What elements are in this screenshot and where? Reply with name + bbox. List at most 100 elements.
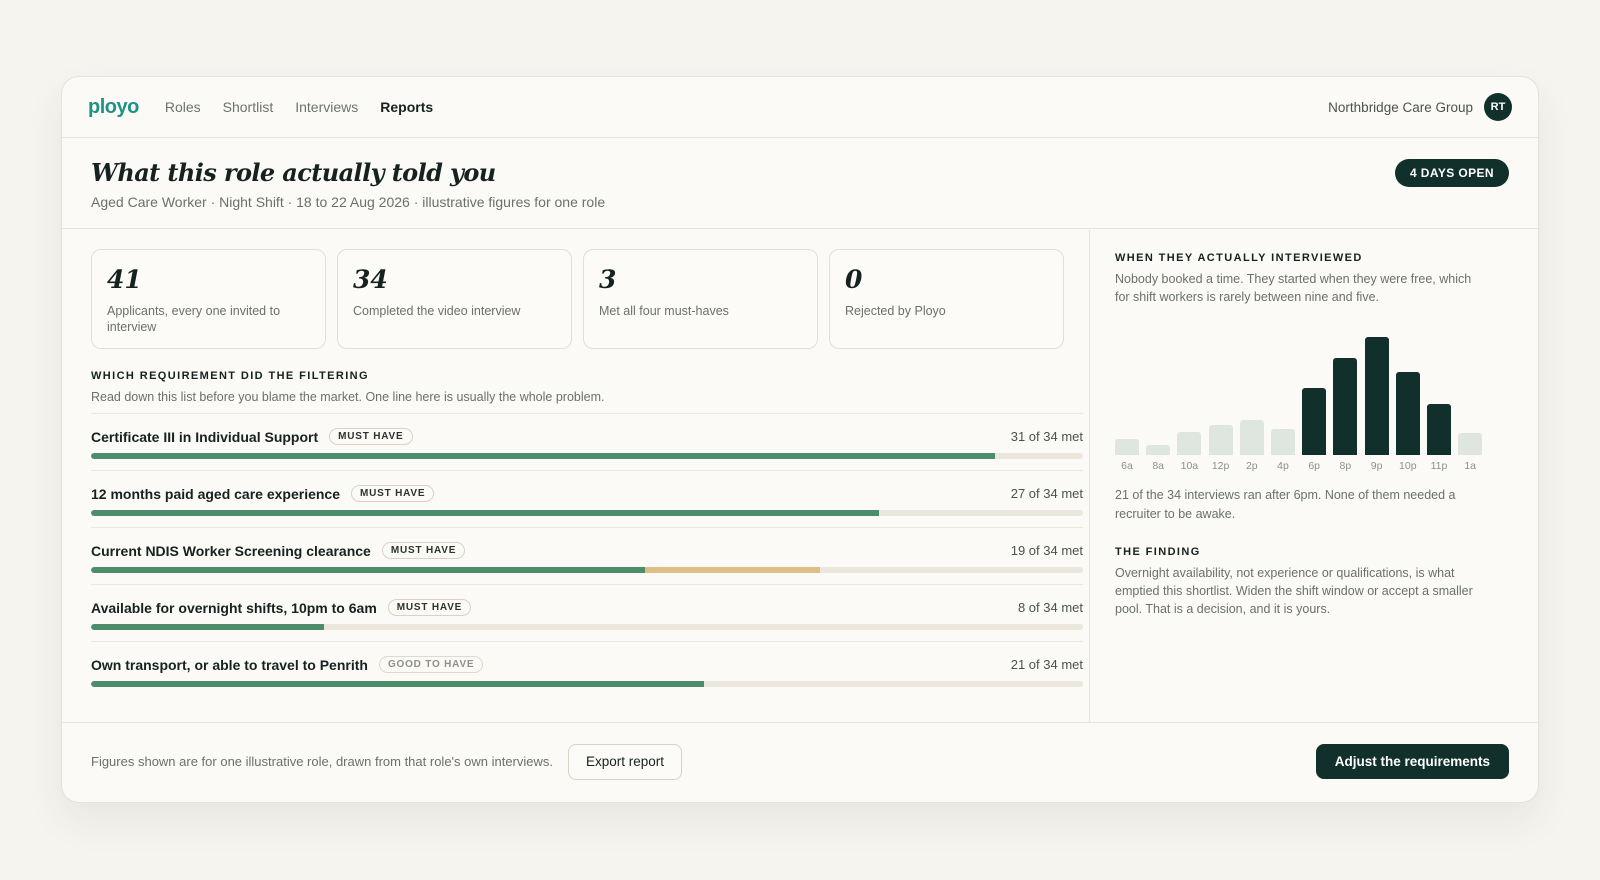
chart-bar-10p	[1395, 371, 1420, 455]
chart-tick-label: 4p	[1277, 460, 1289, 472]
chart-bar-8p	[1333, 357, 1358, 455]
requirement-count: 31 of 34 met	[1010, 429, 1083, 444]
top-nav: ployo Roles Shortlist Interviews Reports…	[62, 77, 1538, 138]
requirement-tag: MUST HAVE	[381, 542, 466, 559]
chart-tick-label: 2p	[1245, 460, 1258, 472]
chart-tick-label: 9p	[1370, 460, 1383, 472]
stat-value: 41	[107, 265, 142, 294]
requirements-panel: 41 Applicants, every one invited to inte…	[91, 230, 1083, 723]
report-card: ployo Roles Shortlist Interviews Reports…	[61, 76, 1539, 803]
page-title: What this role actually told you	[91, 158, 496, 187]
requirement-name: Available for overnight shifts, 10pm to …	[91, 599, 377, 616]
requirement-row: Current NDIS Worker Screening clearance M…	[91, 527, 1083, 584]
requirement-row: Own transport, or able to travel to Penr…	[91, 641, 1083, 698]
adjust-requirements-button[interactable]: Adjust the requirements	[1315, 744, 1509, 779]
requirement-count: 19 of 34 met	[1010, 543, 1083, 558]
requirements-heading: WHICH REQUIREMENT DID THE FILTERING Read…	[91, 370, 604, 406]
interview-times-description: Nobody booked a time. They started when …	[1115, 272, 1472, 304]
footer-note: Figures shown are for one illustrative r…	[91, 754, 554, 769]
stat-card-completed: 34 Completed the video interview	[337, 249, 572, 349]
nav-account: Northbridge Care Group RT	[1328, 93, 1512, 121]
requirement-name: Certificate III in Individual Support	[91, 428, 319, 445]
requirement-count: 27 of 34 met	[1010, 486, 1083, 501]
requirements-list: Certificate III in Individual Support MUS…	[91, 413, 1083, 698]
requirement-count: 21 of 34 met	[1010, 657, 1083, 672]
requirements-description: Read down this list before you blame the…	[91, 390, 605, 404]
interview-times-panel: WHEN THEY ACTUALLY INTERVIEWED Nobody bo…	[1115, 230, 1487, 723]
requirement-bar-fill	[91, 681, 704, 687]
finding-title: THE FINDING	[1115, 546, 1201, 558]
chart-tick-label: 8p	[1339, 460, 1352, 472]
requirement-bar-fill	[91, 510, 879, 516]
stat-value: 3	[599, 265, 617, 294]
ployo-logo[interactable]: ployo	[88, 95, 139, 118]
chart-tick-label: 10a	[1180, 460, 1199, 472]
chart-tick-label: 6p	[1308, 460, 1321, 472]
nav-reports[interactable]: Reports	[380, 99, 434, 115]
requirement-bar-fill	[91, 624, 325, 630]
requirement-bar	[91, 681, 1083, 687]
avatar[interactable]: RT	[1484, 93, 1512, 121]
requirement-bar-pending	[645, 567, 821, 573]
chart-bar-8a	[1146, 444, 1171, 455]
requirement-row: Certificate III in Individual Support MUS…	[91, 413, 1083, 470]
requirements-title: WHICH REQUIREMENT DID THE FILTERING	[91, 370, 369, 382]
requirement-bar-fill	[91, 453, 996, 459]
finding-text: Overnight availability, not experience o…	[1115, 566, 1473, 616]
requirement-bar	[91, 510, 1083, 516]
chart-tick-label: 11p	[1430, 460, 1448, 472]
chart-bar-4p	[1271, 428, 1295, 455]
stat-label: Rejected by Ployo	[845, 304, 946, 318]
chart-bar-6a	[1115, 439, 1139, 455]
interview-times-chart: 6a 8a 10a 12p 2p 4p 6p 8p 9p 10p 11p 1a	[1115, 322, 1487, 472]
chart-tick-label: 8a	[1152, 460, 1165, 472]
chart-bar-10a	[1177, 432, 1202, 455]
requirement-name: Own transport, or able to travel to Penr…	[91, 656, 368, 673]
chart-tick-label: 12p	[1211, 460, 1230, 472]
org-name[interactable]: Northbridge Care Group	[1328, 99, 1473, 115]
stat-card-met-all: 3 Met all four must-haves	[583, 249, 818, 349]
chart-bar-2p	[1239, 419, 1264, 455]
chart-bar-6p	[1302, 387, 1327, 455]
stat-value: 34	[353, 265, 388, 294]
requirement-tag: MUST HAVE	[387, 599, 472, 616]
report-body: 41 Applicants, every one invited to inte…	[62, 230, 1538, 723]
page-subtitle: Aged Care Worker · Night Shift · 18 to 2…	[91, 194, 606, 210]
requirement-bar	[91, 624, 1083, 630]
requirement-name: Current NDIS Worker Screening clearance	[91, 542, 371, 559]
chart-tick-label: 1a	[1464, 460, 1477, 472]
requirement-row: 12 months paid aged care experience MUST …	[91, 470, 1083, 527]
chart-bar-1a	[1458, 433, 1483, 455]
stat-value: 0	[845, 265, 863, 294]
chart-bar-11p	[1427, 403, 1451, 455]
requirement-row: Available for overnight shifts, 10pm to …	[91, 584, 1083, 641]
requirement-tag: GOOD TO HAVE	[378, 656, 484, 673]
stat-cards: 41 Applicants, every one invited to inte…	[91, 249, 1064, 349]
requirement-bar	[91, 453, 1083, 459]
panel-divider	[1089, 230, 1090, 723]
requirement-tag: MUST HAVE	[329, 428, 413, 445]
chart-bar-9p	[1364, 337, 1389, 455]
page-header: What this role actually told you Aged Ca…	[62, 138, 1538, 229]
stat-label: Completed the video interview	[353, 304, 521, 318]
requirement-bar-fill	[91, 567, 646, 573]
export-report-button[interactable]: Export report	[568, 743, 683, 780]
stat-label: Applicants, every one invited to intervi…	[107, 304, 281, 334]
interview-times-title: WHEN THEY ACTUALLY INTERVIEWED	[1115, 252, 1363, 264]
interview-times-note: 21 of the 34 interviews ran after 6pm. N…	[1115, 488, 1456, 521]
chart-bar-12p	[1208, 425, 1233, 455]
requirement-count: 8 of 34 met	[1017, 600, 1083, 615]
nav-shortlist[interactable]: Shortlist	[222, 99, 274, 115]
requirement-tag: MUST HAVE	[351, 485, 435, 502]
nav-roles[interactable]: Roles	[164, 99, 201, 115]
chart-tick-label: 10p	[1399, 460, 1417, 472]
requirement-name: 12 months paid aged care experience	[91, 485, 340, 502]
days-open-badge: 4 DAYS OPEN	[1395, 159, 1509, 187]
stat-label: Met all four must-haves	[599, 304, 729, 318]
nav-interviews[interactable]: Interviews	[295, 99, 359, 115]
stat-card-rejected: 0 Rejected by Ployo	[829, 249, 1064, 349]
report-footer: Figures shown are for one illustrative r…	[62, 721, 1538, 802]
chart-tick-label: 6a	[1121, 460, 1133, 472]
stat-card-applicants: 41 Applicants, every one invited to inte…	[91, 249, 326, 349]
requirement-bar	[91, 567, 1083, 573]
